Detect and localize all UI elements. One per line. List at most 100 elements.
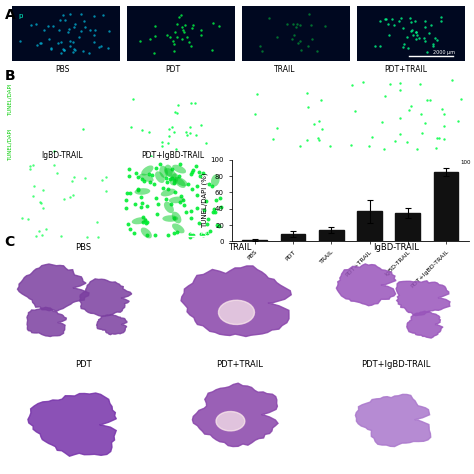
Point: [166, 132, 173, 140]
Point: [457, 95, 465, 102]
Title: PBS: PBS: [55, 65, 69, 74]
Ellipse shape: [174, 177, 188, 186]
Point: [414, 146, 421, 153]
Point: [308, 36, 316, 43]
Point: [187, 130, 194, 137]
Point: [150, 50, 158, 57]
Point: [197, 26, 205, 34]
Ellipse shape: [159, 166, 168, 178]
Point: [195, 219, 203, 227]
Point: [143, 219, 151, 226]
Point: [179, 27, 186, 34]
Point: [173, 109, 181, 117]
Title: PDT: PDT: [166, 65, 181, 74]
Point: [59, 11, 67, 19]
Point: [210, 208, 217, 215]
Point: [417, 110, 425, 118]
Point: [432, 144, 439, 152]
Point: [152, 231, 159, 238]
Point: [156, 160, 164, 168]
Point: [420, 35, 428, 42]
Point: [448, 77, 456, 84]
Polygon shape: [18, 264, 89, 311]
Point: [27, 21, 34, 28]
Point: [396, 86, 404, 94]
Point: [173, 33, 181, 40]
Point: [123, 204, 130, 212]
Point: [188, 24, 196, 32]
Point: [440, 135, 448, 143]
Polygon shape: [396, 281, 450, 316]
Point: [180, 196, 187, 203]
Ellipse shape: [164, 201, 174, 213]
Point: [170, 128, 177, 136]
Point: [316, 137, 323, 144]
Point: [183, 33, 191, 41]
Point: [168, 123, 175, 130]
Point: [127, 225, 134, 233]
Point: [68, 177, 75, 184]
Point: [407, 18, 415, 26]
Point: [187, 43, 195, 50]
Polygon shape: [192, 383, 278, 447]
Point: [368, 133, 376, 141]
Point: [129, 96, 137, 103]
Point: [134, 173, 142, 181]
Point: [44, 22, 52, 30]
Polygon shape: [219, 300, 255, 325]
Point: [164, 31, 171, 39]
Point: [57, 232, 65, 239]
Point: [146, 179, 154, 186]
Point: [181, 201, 188, 209]
Point: [170, 176, 178, 184]
Point: [296, 143, 304, 150]
Point: [315, 135, 322, 142]
Point: [171, 40, 178, 48]
Point: [376, 17, 384, 24]
Polygon shape: [27, 307, 66, 337]
Title: PDT+TRAIL: PDT+TRAIL: [384, 65, 428, 74]
Text: TUNEL/DAPI: TUNEL/DAPI: [8, 128, 13, 161]
Point: [142, 219, 149, 227]
Point: [177, 192, 185, 200]
Point: [51, 148, 58, 155]
Text: C: C: [5, 235, 15, 249]
Point: [409, 31, 417, 39]
Point: [99, 11, 107, 18]
Title: IgBD-TRAIL: IgBD-TRAIL: [373, 243, 419, 252]
Point: [152, 164, 159, 172]
Title: IgBD-TRAIL: IgBD-TRAIL: [41, 151, 83, 160]
Point: [192, 131, 200, 138]
Point: [69, 48, 77, 55]
Point: [210, 205, 218, 212]
Text: B: B: [5, 69, 15, 83]
Point: [47, 45, 55, 52]
Point: [140, 177, 147, 185]
Point: [171, 108, 179, 116]
Point: [438, 105, 446, 112]
Point: [170, 229, 178, 237]
Point: [139, 213, 146, 221]
Point: [384, 20, 392, 27]
Point: [29, 192, 36, 200]
Point: [173, 20, 181, 27]
Point: [289, 36, 296, 43]
Point: [39, 186, 47, 194]
Point: [188, 207, 195, 214]
Point: [206, 228, 214, 235]
Point: [27, 163, 34, 170]
Point: [102, 173, 110, 181]
Point: [408, 26, 415, 34]
Point: [79, 126, 87, 133]
Point: [212, 196, 220, 204]
Point: [191, 99, 199, 107]
Title: PDT+TRAIL: PDT+TRAIL: [216, 360, 263, 369]
Point: [209, 182, 216, 190]
Point: [60, 196, 68, 203]
Point: [307, 21, 315, 28]
Point: [94, 219, 101, 226]
Point: [151, 33, 159, 40]
Point: [25, 215, 32, 223]
Point: [164, 178, 171, 185]
Point: [305, 10, 312, 18]
